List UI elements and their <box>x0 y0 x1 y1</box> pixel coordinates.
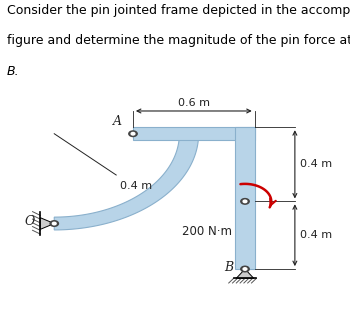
Text: 0.4 m: 0.4 m <box>300 159 332 169</box>
Circle shape <box>131 132 135 135</box>
Circle shape <box>50 221 58 226</box>
Text: B: B <box>225 261 234 274</box>
Polygon shape <box>236 269 254 278</box>
Circle shape <box>241 199 249 204</box>
Polygon shape <box>235 127 254 269</box>
Text: Consider the pin jointed frame depicted in the accompanying: Consider the pin jointed frame depicted … <box>7 4 350 17</box>
Text: figure and determine the magnitude of the pin force at point: figure and determine the magnitude of th… <box>7 34 350 47</box>
Text: 0.4 m: 0.4 m <box>120 181 152 191</box>
Polygon shape <box>40 218 54 230</box>
Text: O: O <box>25 215 35 228</box>
Circle shape <box>243 268 247 270</box>
Circle shape <box>243 200 247 203</box>
Circle shape <box>241 266 249 272</box>
Circle shape <box>52 222 56 225</box>
Circle shape <box>129 131 137 137</box>
Text: B.: B. <box>7 66 20 78</box>
Text: 200 N·m: 200 N·m <box>182 225 231 238</box>
Polygon shape <box>133 127 254 140</box>
Text: A: A <box>113 115 122 128</box>
Text: 0.4 m: 0.4 m <box>300 230 332 240</box>
Text: 0.6 m: 0.6 m <box>178 98 210 108</box>
Polygon shape <box>54 134 199 230</box>
